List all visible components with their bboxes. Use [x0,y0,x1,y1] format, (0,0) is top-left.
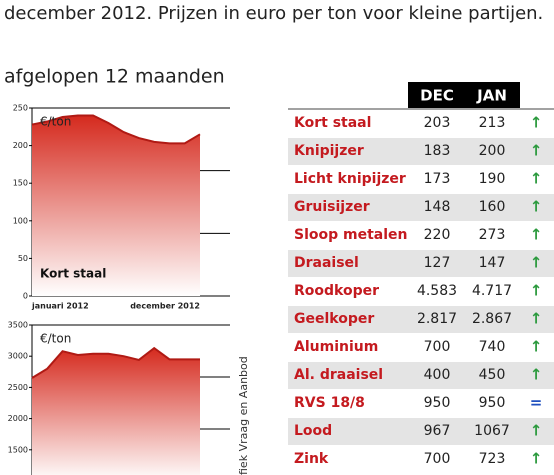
title: december 2012. Prijzen in euro per ton v… [4,3,543,24]
cell: 147 [479,255,506,271]
trend: ↑ [530,170,543,188]
cell: 740 [479,339,506,355]
cell: 700 [424,451,451,467]
y-tick-label: 2500 [8,383,28,392]
trend: ↑ [530,366,543,384]
cell: 203 [424,115,451,131]
y-tick-label: 200 [13,141,28,150]
trend: ↑ [530,310,543,328]
cell: 220 [424,227,451,243]
y-tick-label: 250 [13,104,28,113]
trend: ↑ [530,338,543,356]
trend: ↑ [530,450,543,468]
charts: 0 50 100 150 200 250 januari 2012 december 2012… [8,104,230,475]
line [31,346,200,379]
x-tick-label: december 2012 [130,302,200,311]
trend: ↑ [530,198,543,216]
row-name: Aluminium [294,339,378,355]
cell: 273 [479,227,506,243]
cell: 190 [479,171,506,187]
row-name: Gruisijzer [294,199,370,215]
row-name: Lood [294,423,332,439]
row-name: RVS 18/8 [294,395,365,411]
trend: ↑ [530,142,543,160]
cell: 450 [479,367,506,383]
cell: 2.867 [472,311,512,327]
y-tick-label: 150 [13,179,28,188]
trend: ↑ [530,114,543,132]
cell: 1067 [474,423,510,439]
x-tick-label: januari 2012 [31,302,89,311]
trend: ↑ [530,254,543,272]
cell: 213 [479,115,506,131]
y-tick-label: 3500 [8,321,28,330]
row-bg [288,306,554,333]
cell: 723 [479,451,506,467]
cell: 148 [424,199,451,215]
row-bg [288,418,554,445]
cell: 967 [424,423,451,439]
y-tick-label: 0 [23,292,28,301]
trend: ↑ [530,226,543,244]
column-header: DEC [420,87,454,105]
chart-label: Kort staal [40,267,106,281]
row-name: Al. draaisel [294,367,383,383]
y-tick-label: 100 [13,216,28,225]
y-tick-label: 1500 [8,445,28,454]
row-name: Zink [294,451,329,467]
cell: 200 [479,143,506,159]
cell: 127 [424,255,451,271]
row-name: Kort staal [294,115,371,131]
line [31,114,201,145]
row-name: Knipijzer [294,143,364,159]
cell: 173 [424,171,451,187]
trend: = [530,394,543,412]
y-tick-label: 2000 [8,414,28,423]
table-header-bg [408,82,520,108]
trend: ↑ [530,282,543,300]
row-name: Licht knipijzer [294,171,406,187]
y-tick-label: 50 [18,254,28,263]
cell: 950 [479,395,506,411]
cell: 183 [424,143,451,159]
cell: 400 [424,367,451,383]
cell: 700 [424,339,451,355]
trend: ↑ [530,422,543,440]
cell: 160 [479,199,506,215]
area [32,115,200,297]
row-bg [288,194,554,221]
row-bg [288,250,554,277]
unit-label: €/ton [40,115,71,129]
cell: 4.583 [417,283,457,299]
column-header: JAN [476,87,507,105]
row-name: Draaisel [294,255,359,271]
unit-label: €/ton [40,332,71,346]
row-name: Roodkoper [294,283,379,299]
source: fiek Vraag en Aanbod [237,356,250,475]
row-name: Sloop metalen [294,227,408,243]
row-name: Geelkoper [294,311,374,327]
row-bg [288,362,554,389]
area [32,348,200,475]
cell: 4.717 [472,283,512,299]
row-bg [288,138,554,165]
cell: 2.817 [417,311,457,327]
subtitle: afgelopen 12 maanden [4,66,225,88]
y-tick-label: 3000 [8,352,28,361]
cell: 950 [424,395,451,411]
